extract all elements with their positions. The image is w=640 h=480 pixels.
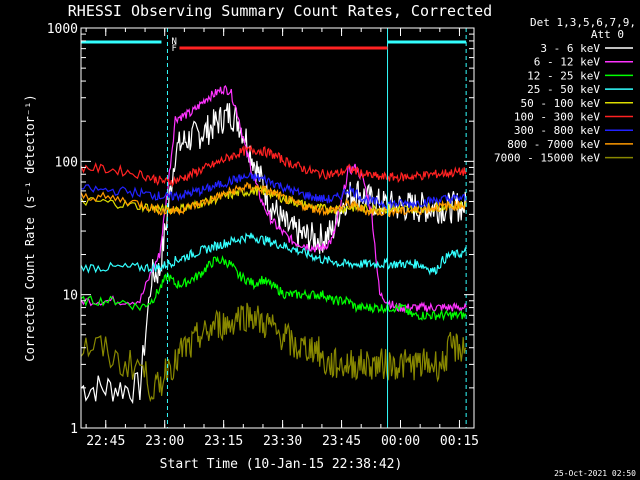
flag-label-n: N xyxy=(171,37,176,47)
flag-label-f: F xyxy=(171,44,176,54)
legend-entry-4: 25 - 50 keV xyxy=(527,83,600,96)
y-tick-label: 1000 xyxy=(47,22,78,37)
x-tick-label: 22:45 xyxy=(86,434,125,449)
legend-header: Att 0 xyxy=(591,28,624,41)
y-axis-ticks: 1 10 100 1000 xyxy=(47,22,474,437)
series-line-6 xyxy=(81,144,467,188)
legend-entry-8: 800 - 7000 keV xyxy=(507,138,600,151)
legend-entry-7: 300 - 800 keV xyxy=(514,124,600,137)
series-line-4 xyxy=(81,232,467,276)
series-line-3 xyxy=(81,254,467,322)
series-line-7 xyxy=(81,172,467,210)
legend-entry-2: 6 - 12 keV xyxy=(534,56,601,69)
y-tick-label: 1 xyxy=(70,422,78,437)
flag-markers: NF xyxy=(81,28,467,428)
legend-header: Det 1,3,5,6,7,9, xyxy=(530,16,636,29)
x-tick-label: 00:00 xyxy=(381,434,420,449)
x-tick-label: 23:15 xyxy=(204,434,243,449)
x-axis-label: Start Time (10-Jan-15 22:38:42) xyxy=(160,457,403,472)
plot-border xyxy=(80,27,475,429)
legend-entry-1: 3 - 6 keV xyxy=(540,42,600,55)
series-line-9 xyxy=(81,302,467,403)
series-layer xyxy=(81,85,467,405)
x-tick-label: 23:30 xyxy=(263,434,302,449)
plot-frame xyxy=(80,27,475,429)
y-tick-label: 100 xyxy=(55,155,78,170)
series-line-8 xyxy=(81,181,467,217)
legend-entry-5: 50 - 100 keV xyxy=(521,97,601,110)
y-tick-label: 10 xyxy=(62,289,78,304)
x-tick-label: 23:45 xyxy=(322,434,361,449)
footer-timestamp: 25-Oct-2021 02:50 xyxy=(554,469,636,478)
x-tick-label: 23:00 xyxy=(145,434,184,449)
legend-entry-9: 7000 - 15000 keV xyxy=(494,152,600,165)
series-line-2 xyxy=(81,85,467,314)
x-tick-label: 00:15 xyxy=(440,434,479,449)
series-line-1 xyxy=(81,103,467,405)
x-axis-ticks: 22:45 23:00 23:15 23:30 23:45 00:00 00:15 xyxy=(85,28,479,449)
legend-entry-3: 12 - 25 keV xyxy=(527,69,600,82)
chart-title: RHESSI Observing Summary Count Rates, Co… xyxy=(68,2,492,20)
y-axis-label: Corrected Count Rate (s⁻¹ detector⁻¹) xyxy=(23,94,37,361)
legend-entry-6: 100 - 300 keV xyxy=(514,111,600,124)
